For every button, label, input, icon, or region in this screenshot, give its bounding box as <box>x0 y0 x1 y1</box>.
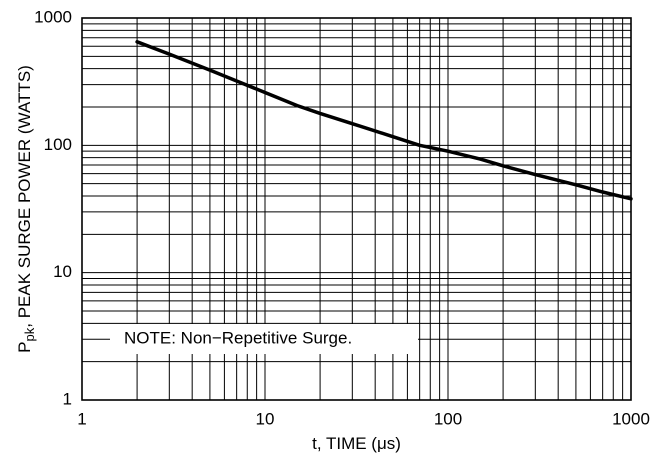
y-axis-title: Ppk, PEAK SURGE POWER (WATTS) <box>15 65 37 353</box>
y-tick-label: 10 <box>53 262 72 281</box>
y-tick-label: 1000 <box>34 7 72 26</box>
plot-frame <box>81 17 632 401</box>
note-box <box>110 324 418 354</box>
y-axis-title-main: P <box>15 341 34 352</box>
y-tick-label: 1 <box>63 389 72 408</box>
x-tick-label: 1 <box>77 409 86 428</box>
note-annotation: NOTE: Non−Repetitive Surge. <box>124 328 352 347</box>
y-axis-title-rest: , PEAK SURGE POWER (WATTS) <box>15 65 34 328</box>
tick-labels: 1 10 100 1000 1 10 100 1000 <box>34 7 650 428</box>
x-tick-label: 100 <box>434 409 462 428</box>
x-tick-label: 10 <box>256 409 275 428</box>
x-axis-title: t, TIME (μs) <box>312 434 401 453</box>
series-line <box>135 40 633 201</box>
series-lines <box>135 40 633 201</box>
x-tick-label: 1000 <box>612 409 650 428</box>
y-axis-title-subscript: pk <box>22 327 37 341</box>
y-tick-label: 100 <box>44 135 72 154</box>
